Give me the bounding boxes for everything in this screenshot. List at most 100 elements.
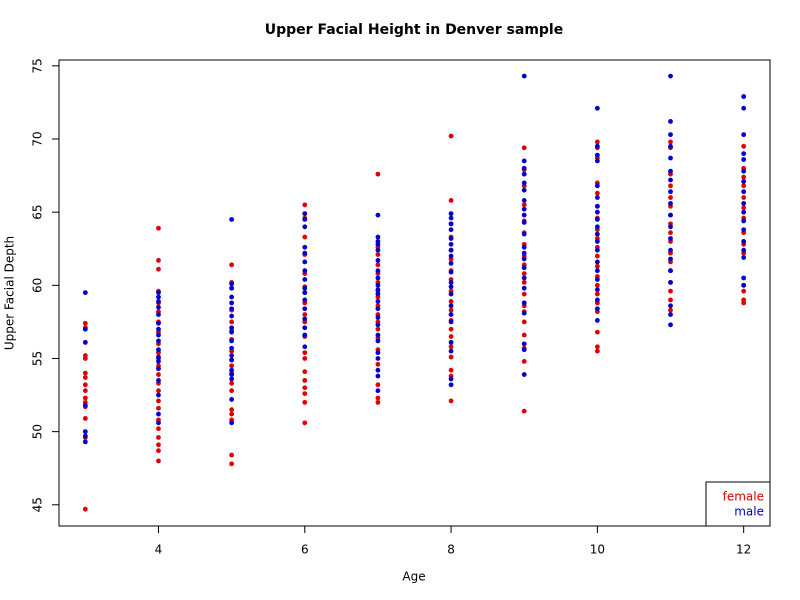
point: [594, 329, 600, 335]
point: [594, 231, 600, 237]
point: [594, 217, 600, 222]
point: [594, 247, 600, 253]
point: [594, 152, 600, 158]
y-tick-label: 50: [31, 424, 45, 439]
point: [156, 398, 161, 404]
point: [594, 143, 600, 149]
point: [594, 224, 600, 230]
point: [302, 325, 308, 331]
point: [229, 367, 235, 373]
point: [741, 189, 747, 195]
point: [229, 319, 235, 325]
point: [156, 411, 161, 417]
point: [594, 209, 600, 215]
point: [156, 326, 161, 332]
x-tick-label: 4: [155, 543, 163, 557]
point: [229, 345, 235, 351]
point: [521, 212, 527, 218]
point: [375, 322, 381, 328]
point: [375, 282, 381, 288]
point: [229, 353, 235, 358]
point: [229, 411, 235, 417]
point: [375, 299, 381, 304]
point: [594, 195, 600, 200]
point: [229, 313, 235, 319]
point: [229, 420, 235, 426]
point: [741, 94, 747, 99]
point: [302, 420, 308, 426]
point: [375, 367, 381, 373]
point: [229, 325, 235, 331]
point: [156, 366, 161, 372]
point: [668, 288, 673, 294]
point: [375, 262, 381, 268]
point: [668, 297, 673, 303]
point: [741, 255, 747, 260]
point: [375, 291, 381, 297]
point: [156, 338, 161, 344]
point: [668, 236, 673, 241]
point: [302, 391, 308, 396]
point: [594, 348, 600, 354]
point: [302, 290, 308, 296]
point: [594, 268, 600, 274]
point: [521, 275, 527, 281]
y-tick-label: 65: [31, 205, 45, 220]
point: [156, 354, 161, 360]
point: [594, 344, 600, 350]
y-tick-label: 75: [31, 58, 45, 73]
point: [302, 316, 308, 322]
point: [375, 212, 381, 218]
point: [156, 388, 161, 394]
point: [741, 288, 747, 294]
point: [594, 259, 600, 265]
point: [594, 291, 600, 297]
point: [521, 359, 527, 364]
point: [521, 231, 527, 237]
point: [741, 105, 747, 111]
point: [448, 319, 454, 325]
point: [594, 139, 600, 145]
point: [156, 448, 161, 454]
point: [741, 151, 747, 157]
point: [741, 300, 747, 306]
point: [594, 287, 600, 293]
point: [229, 217, 235, 222]
point: [375, 373, 381, 379]
point: [448, 133, 454, 139]
point: [375, 171, 381, 177]
point: [521, 256, 527, 262]
point: [302, 350, 308, 356]
point: [594, 282, 600, 288]
point: [594, 253, 600, 259]
point: [448, 253, 454, 259]
point: [521, 279, 527, 285]
point: [668, 132, 673, 138]
point: [521, 202, 527, 208]
point: [448, 269, 454, 275]
point: [741, 218, 747, 224]
point: [594, 277, 600, 282]
point: [375, 252, 381, 257]
point: [156, 266, 161, 272]
point: [229, 262, 235, 268]
point: [302, 234, 308, 240]
point: [156, 312, 161, 317]
point: [521, 372, 527, 377]
point: [302, 285, 308, 291]
point: [302, 344, 308, 350]
point: [521, 341, 527, 347]
x-tick-label: 8: [447, 543, 455, 557]
point: [741, 227, 747, 233]
point: [521, 300, 527, 306]
point: [741, 132, 747, 138]
point: [521, 198, 527, 203]
point: [375, 315, 381, 320]
point: [594, 318, 600, 323]
point: [375, 361, 381, 367]
point: [156, 378, 161, 383]
point: [229, 338, 235, 344]
point: [741, 168, 747, 174]
